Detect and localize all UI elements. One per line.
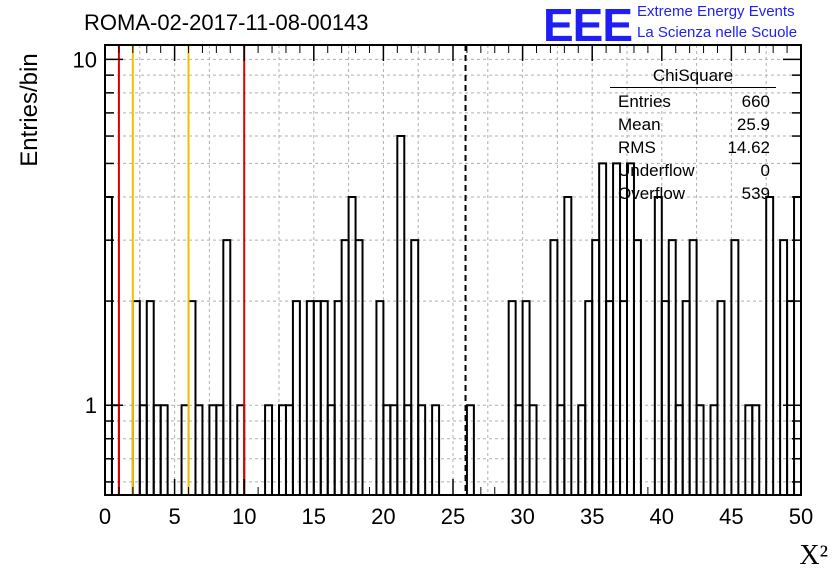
stats-label: Entries — [618, 92, 671, 111]
eee-logo: EEE — [543, 0, 633, 51]
x-tick-label: 20 — [371, 504, 395, 529]
histogram-bin — [632, 239, 642, 495]
stats-value: 660 — [741, 92, 770, 111]
histogram-bin — [619, 300, 628, 495]
stats-row-rms: RMS 14.62 — [610, 136, 776, 159]
histogram-bin — [786, 300, 796, 495]
stats-row-underflow: Underflow 0 — [610, 159, 776, 182]
x-tick-label: 5 — [168, 504, 180, 529]
logo-line-2: La Scienza nelle Scuole — [637, 24, 798, 41]
histogram-bin — [612, 162, 622, 495]
x-tick-label: 25 — [441, 504, 465, 529]
x-tick-label: 15 — [302, 504, 326, 529]
histogram-bin — [507, 300, 517, 495]
y-axis-label: Entries/bin — [16, 53, 43, 167]
histogram-bin — [779, 239, 789, 495]
stats-title: ChiSquare — [610, 66, 776, 88]
stats-label: Mean — [618, 115, 661, 134]
stats-row-mean: Mean 25.9 — [610, 113, 776, 136]
stats-value: 539 — [741, 184, 770, 203]
histogram-bin — [605, 300, 615, 495]
histogram-bin — [751, 404, 761, 495]
stats-box: ChiSquare Entries 660 Mean 25.9 RMS 14.6… — [610, 66, 776, 205]
histogram-bin — [716, 300, 726, 495]
stats-value: 14.62 — [727, 138, 770, 157]
x-tick-label: 10 — [232, 504, 256, 529]
histogram-bin — [528, 404, 538, 495]
x-tick-label: 30 — [510, 504, 534, 529]
histogram-bin — [521, 300, 531, 495]
chart-title: ROMA-02-2017-11-08-00143 — [84, 10, 369, 35]
histogram-bin — [681, 300, 691, 495]
stats-value: 0 — [760, 161, 770, 180]
histogram-bin — [319, 300, 329, 495]
histogram-bin — [549, 239, 559, 495]
histogram-bin — [626, 162, 635, 495]
histogram-bin — [688, 239, 698, 495]
stats-value: 25.9 — [736, 115, 770, 134]
x-tick-label: 35 — [580, 504, 604, 529]
histogram-bin — [145, 300, 155, 495]
x-axis-label: X² — [799, 540, 828, 571]
x-tick-label: 40 — [650, 504, 674, 529]
logo-line-1: Extreme Energy Events — [637, 3, 795, 20]
stats-row-entries: Entries 660 — [610, 90, 776, 113]
histogram-bin — [305, 300, 315, 495]
stats-label: Underflow — [618, 161, 695, 180]
histogram-bin — [598, 162, 608, 495]
y-tick-label: 10 — [73, 47, 97, 72]
histogram-bin — [653, 195, 663, 495]
histogram-bin — [591, 239, 601, 495]
x-tick-label: 45 — [719, 504, 743, 529]
histogram-bin — [396, 135, 406, 495]
x-tick-label: 50 — [789, 504, 813, 529]
histogram-bin — [291, 300, 301, 495]
histogram-bin — [563, 195, 573, 495]
histogram-bin — [222, 239, 232, 495]
histogram-bin — [667, 239, 677, 495]
histogram-bin — [347, 195, 357, 495]
histogram-bin — [660, 300, 670, 495]
histogram-bin — [104, 195, 113, 495]
stats-label: RMS — [618, 138, 656, 157]
histogram-bin — [375, 300, 385, 495]
stats-row-overflow: Overflow 539 — [610, 182, 776, 205]
histogram-bin — [187, 300, 197, 495]
y-tick-label: 1 — [85, 393, 97, 418]
histogram-bin — [417, 404, 427, 495]
histogram-bin — [410, 239, 420, 495]
histogram-bin — [730, 239, 740, 495]
histogram-bin — [131, 300, 141, 495]
histogram-bin — [333, 300, 343, 495]
histogram-bin — [264, 404, 274, 495]
histogram-bin — [695, 404, 705, 495]
histogram-bin — [354, 239, 364, 495]
stats-label: Overflow — [618, 184, 686, 203]
histogram-bin — [312, 300, 322, 495]
histogram-bin — [340, 239, 350, 495]
histogram-bin — [194, 404, 204, 495]
histogram-bin — [465, 404, 475, 495]
histogram-bin — [584, 300, 594, 495]
histogram-bin — [765, 195, 775, 495]
histogram-bin — [793, 195, 802, 495]
histogram-bin — [159, 404, 169, 495]
histogram-bin — [431, 404, 441, 495]
x-tick-label: 0 — [99, 504, 111, 529]
